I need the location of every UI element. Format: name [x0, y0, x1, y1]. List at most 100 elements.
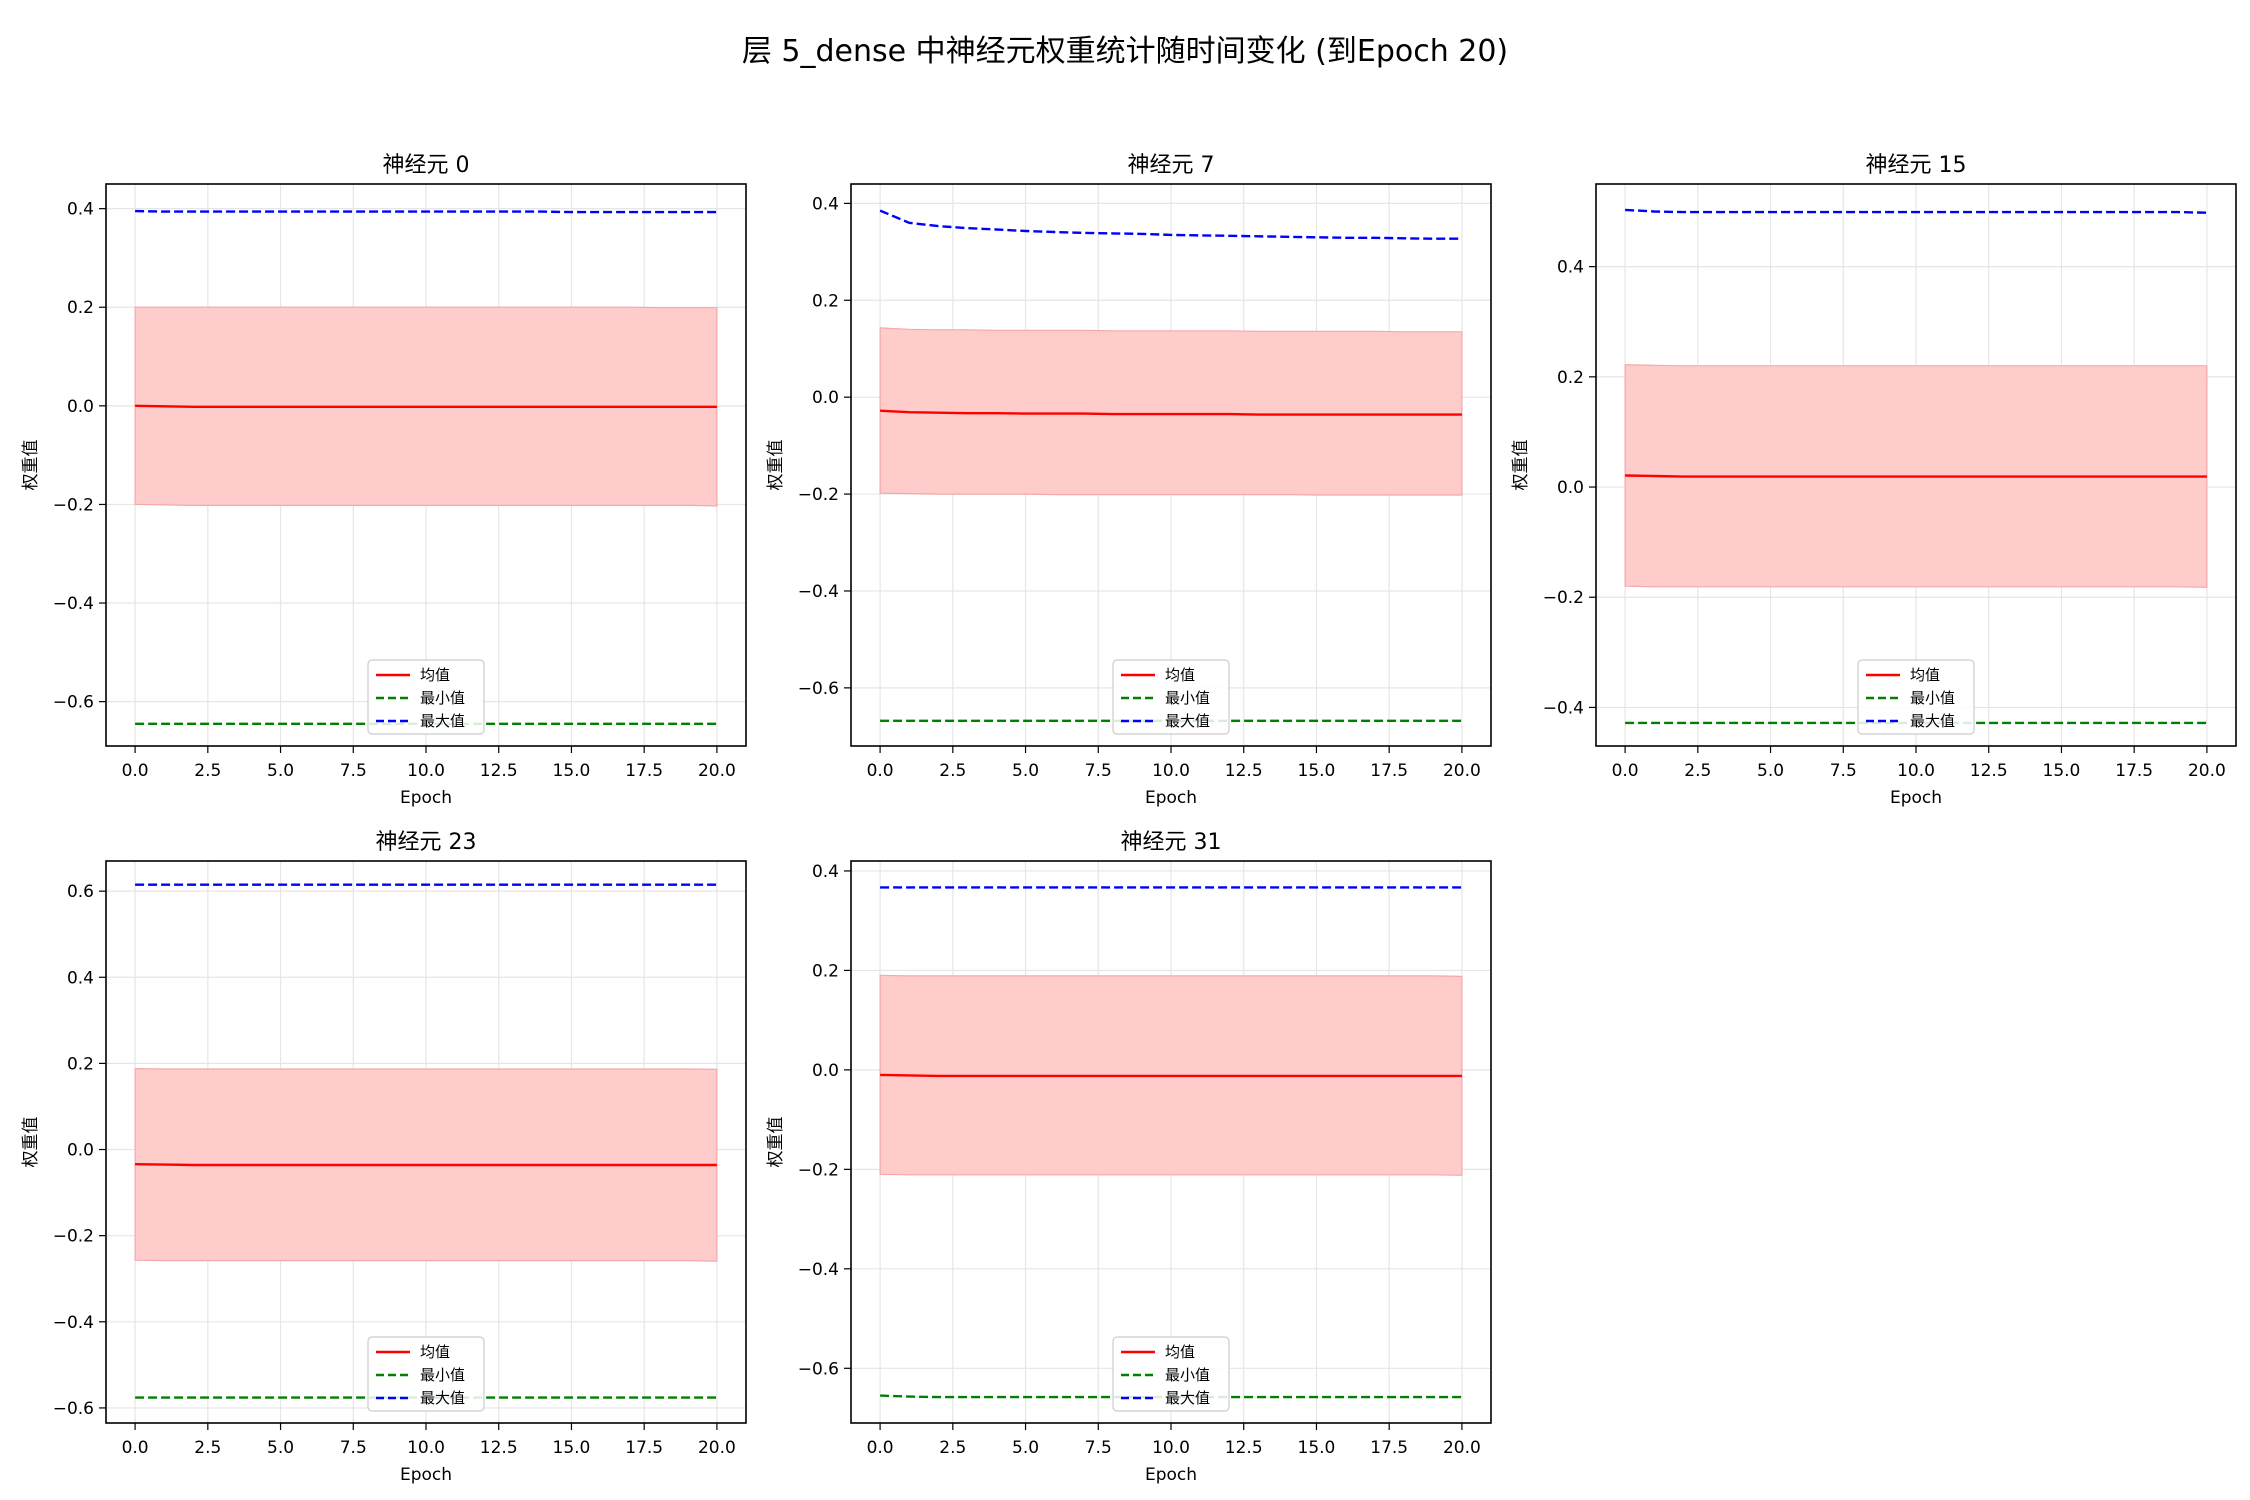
std-band	[879, 327, 1463, 496]
y-tick-label: −0.6	[53, 693, 94, 713]
y-tick-label: −0.2	[53, 1227, 94, 1247]
y-axis-label: 权重值	[766, 1117, 786, 1168]
legend-box	[1857, 659, 1975, 735]
x-tick-label: 2.5	[1684, 761, 1711, 781]
x-tick-label: 17.5	[625, 1438, 663, 1458]
x-tick-label: 0.0	[1612, 761, 1639, 781]
mean-line	[880, 409, 1462, 416]
legend-label: 最大值	[420, 712, 465, 730]
legend-label: 最小值	[1910, 689, 1955, 707]
subplot-1: 0.0 2.5 5.0 7.5 10.0 12.5 15.0 17.5 20.0 −0.6 −0.4…	[766, 153, 1492, 808]
y-axis-label: 权重值	[21, 440, 41, 491]
x-axis-label: Epoch	[1145, 1465, 1197, 1485]
mean-line	[135, 1163, 717, 1167]
y-tick-label: 0.0	[1557, 478, 1584, 498]
x-tick-label: 10.0	[407, 761, 445, 781]
y-tick-label: −0.4	[1543, 698, 1584, 718]
legend-label: 最大值	[1165, 712, 1210, 730]
y-tick-label: 0.4	[812, 862, 839, 882]
legend-box	[1112, 659, 1230, 735]
y-tick-label: −0.4	[798, 582, 839, 602]
legend-label: 最小值	[420, 1366, 465, 1384]
legend-label: 最小值	[420, 689, 465, 707]
x-tick-label: 7.5	[1830, 761, 1857, 781]
subplot-3: 0.0 2.5 5.0 7.5 10.0 12.5 15.0 17.5 20.0 −0.6 −0.4…	[21, 830, 747, 1485]
mean-line	[880, 1073, 1462, 1078]
x-tick-label: 2.5	[939, 1438, 966, 1458]
x-axis-label: Epoch	[1145, 788, 1197, 808]
legend-label: 最大值	[1910, 712, 1955, 730]
x-tick-label: 10.0	[407, 1438, 445, 1458]
legend-label: 最大值	[420, 1389, 465, 1407]
x-tick-label: 17.5	[1370, 1438, 1408, 1458]
subplot-title: 神经元 0	[383, 153, 470, 178]
x-tick-label: 20.0	[2188, 761, 2226, 781]
x-tick-label: 0.0	[867, 761, 894, 781]
legend-label: 均值	[420, 1343, 450, 1361]
y-tick-label: 0.2	[67, 1054, 94, 1074]
y-tick-label: 0.2	[812, 291, 839, 311]
y-tick-label: −0.4	[53, 594, 94, 614]
y-tick-label: 0.0	[67, 397, 94, 417]
legend-label: 均值	[1165, 666, 1195, 684]
subplot-2: 0.0 2.5 5.0 7.5 10.0 12.5 15.0 17.5 20.0 −0.4 −0.2…	[1511, 153, 2237, 808]
y-tick-label: −0.2	[798, 485, 839, 505]
x-tick-label: 2.5	[194, 761, 221, 781]
subplot-title: 神经元 15	[1866, 153, 1967, 178]
x-axis-label: Epoch	[1890, 788, 1942, 808]
x-tick-label: 7.5	[1085, 1438, 1112, 1458]
x-tick-label: 5.0	[1012, 1438, 1039, 1458]
x-axis-label: Epoch	[400, 788, 452, 808]
x-tick-label: 10.0	[1152, 1438, 1190, 1458]
y-tick-label: 0.4	[67, 968, 94, 988]
legend-box	[367, 659, 485, 735]
x-tick-label: 20.0	[698, 761, 736, 781]
y-tick-label: −0.2	[1543, 588, 1584, 608]
x-tick-label: 12.5	[1225, 761, 1263, 781]
figure-title: 层 5_dense 中神经元权重统计随时间变化 (到Epoch 20)	[741, 34, 1509, 69]
x-tick-label: 15.0	[2043, 761, 2081, 781]
x-tick-label: 0.0	[122, 761, 149, 781]
legend-label: 均值	[1910, 666, 1940, 684]
x-tick-label: 5.0	[267, 1438, 294, 1458]
y-tick-label: −0.6	[53, 1399, 94, 1419]
x-tick-label: 12.5	[1970, 761, 2008, 781]
subplot-title: 神经元 23	[376, 830, 477, 855]
y-tick-label: −0.2	[798, 1160, 839, 1180]
x-tick-label: 20.0	[698, 1438, 736, 1458]
x-tick-label: 0.0	[867, 1438, 894, 1458]
mean-line	[1625, 474, 2207, 478]
y-axis-label: 权重值	[766, 440, 786, 491]
x-tick-label: 15.0	[1298, 761, 1336, 781]
y-tick-label: −0.2	[53, 495, 94, 515]
x-axis-label: Epoch	[400, 1465, 452, 1485]
x-tick-label: 12.5	[480, 1438, 518, 1458]
y-tick-label: 0.2	[1557, 368, 1584, 388]
x-tick-label: 15.0	[1298, 1438, 1336, 1458]
y-axis-label: 权重值	[21, 1117, 41, 1168]
y-tick-label: 0.4	[812, 194, 839, 214]
y-tick-label: −0.4	[798, 1260, 839, 1280]
y-tick-label: 0.0	[812, 1061, 839, 1081]
x-tick-label: 20.0	[1443, 1438, 1481, 1458]
legend-box	[367, 1336, 485, 1412]
max-line	[879, 209, 1462, 240]
x-tick-label: 20.0	[1443, 761, 1481, 781]
max-line	[135, 209, 717, 214]
x-tick-label: 2.5	[194, 1438, 221, 1458]
mean-line	[135, 404, 717, 408]
y-tick-label: 0.0	[812, 388, 839, 408]
y-tick-label: −0.6	[798, 1359, 839, 1379]
subplot-title: 神经元 31	[1121, 830, 1222, 855]
x-tick-label: 7.5	[340, 761, 367, 781]
x-tick-label: 17.5	[1370, 761, 1408, 781]
y-tick-label: 0.4	[67, 200, 94, 220]
x-tick-label: 12.5	[480, 761, 518, 781]
y-tick-label: 0.4	[1557, 258, 1584, 278]
x-tick-label: 2.5	[939, 761, 966, 781]
